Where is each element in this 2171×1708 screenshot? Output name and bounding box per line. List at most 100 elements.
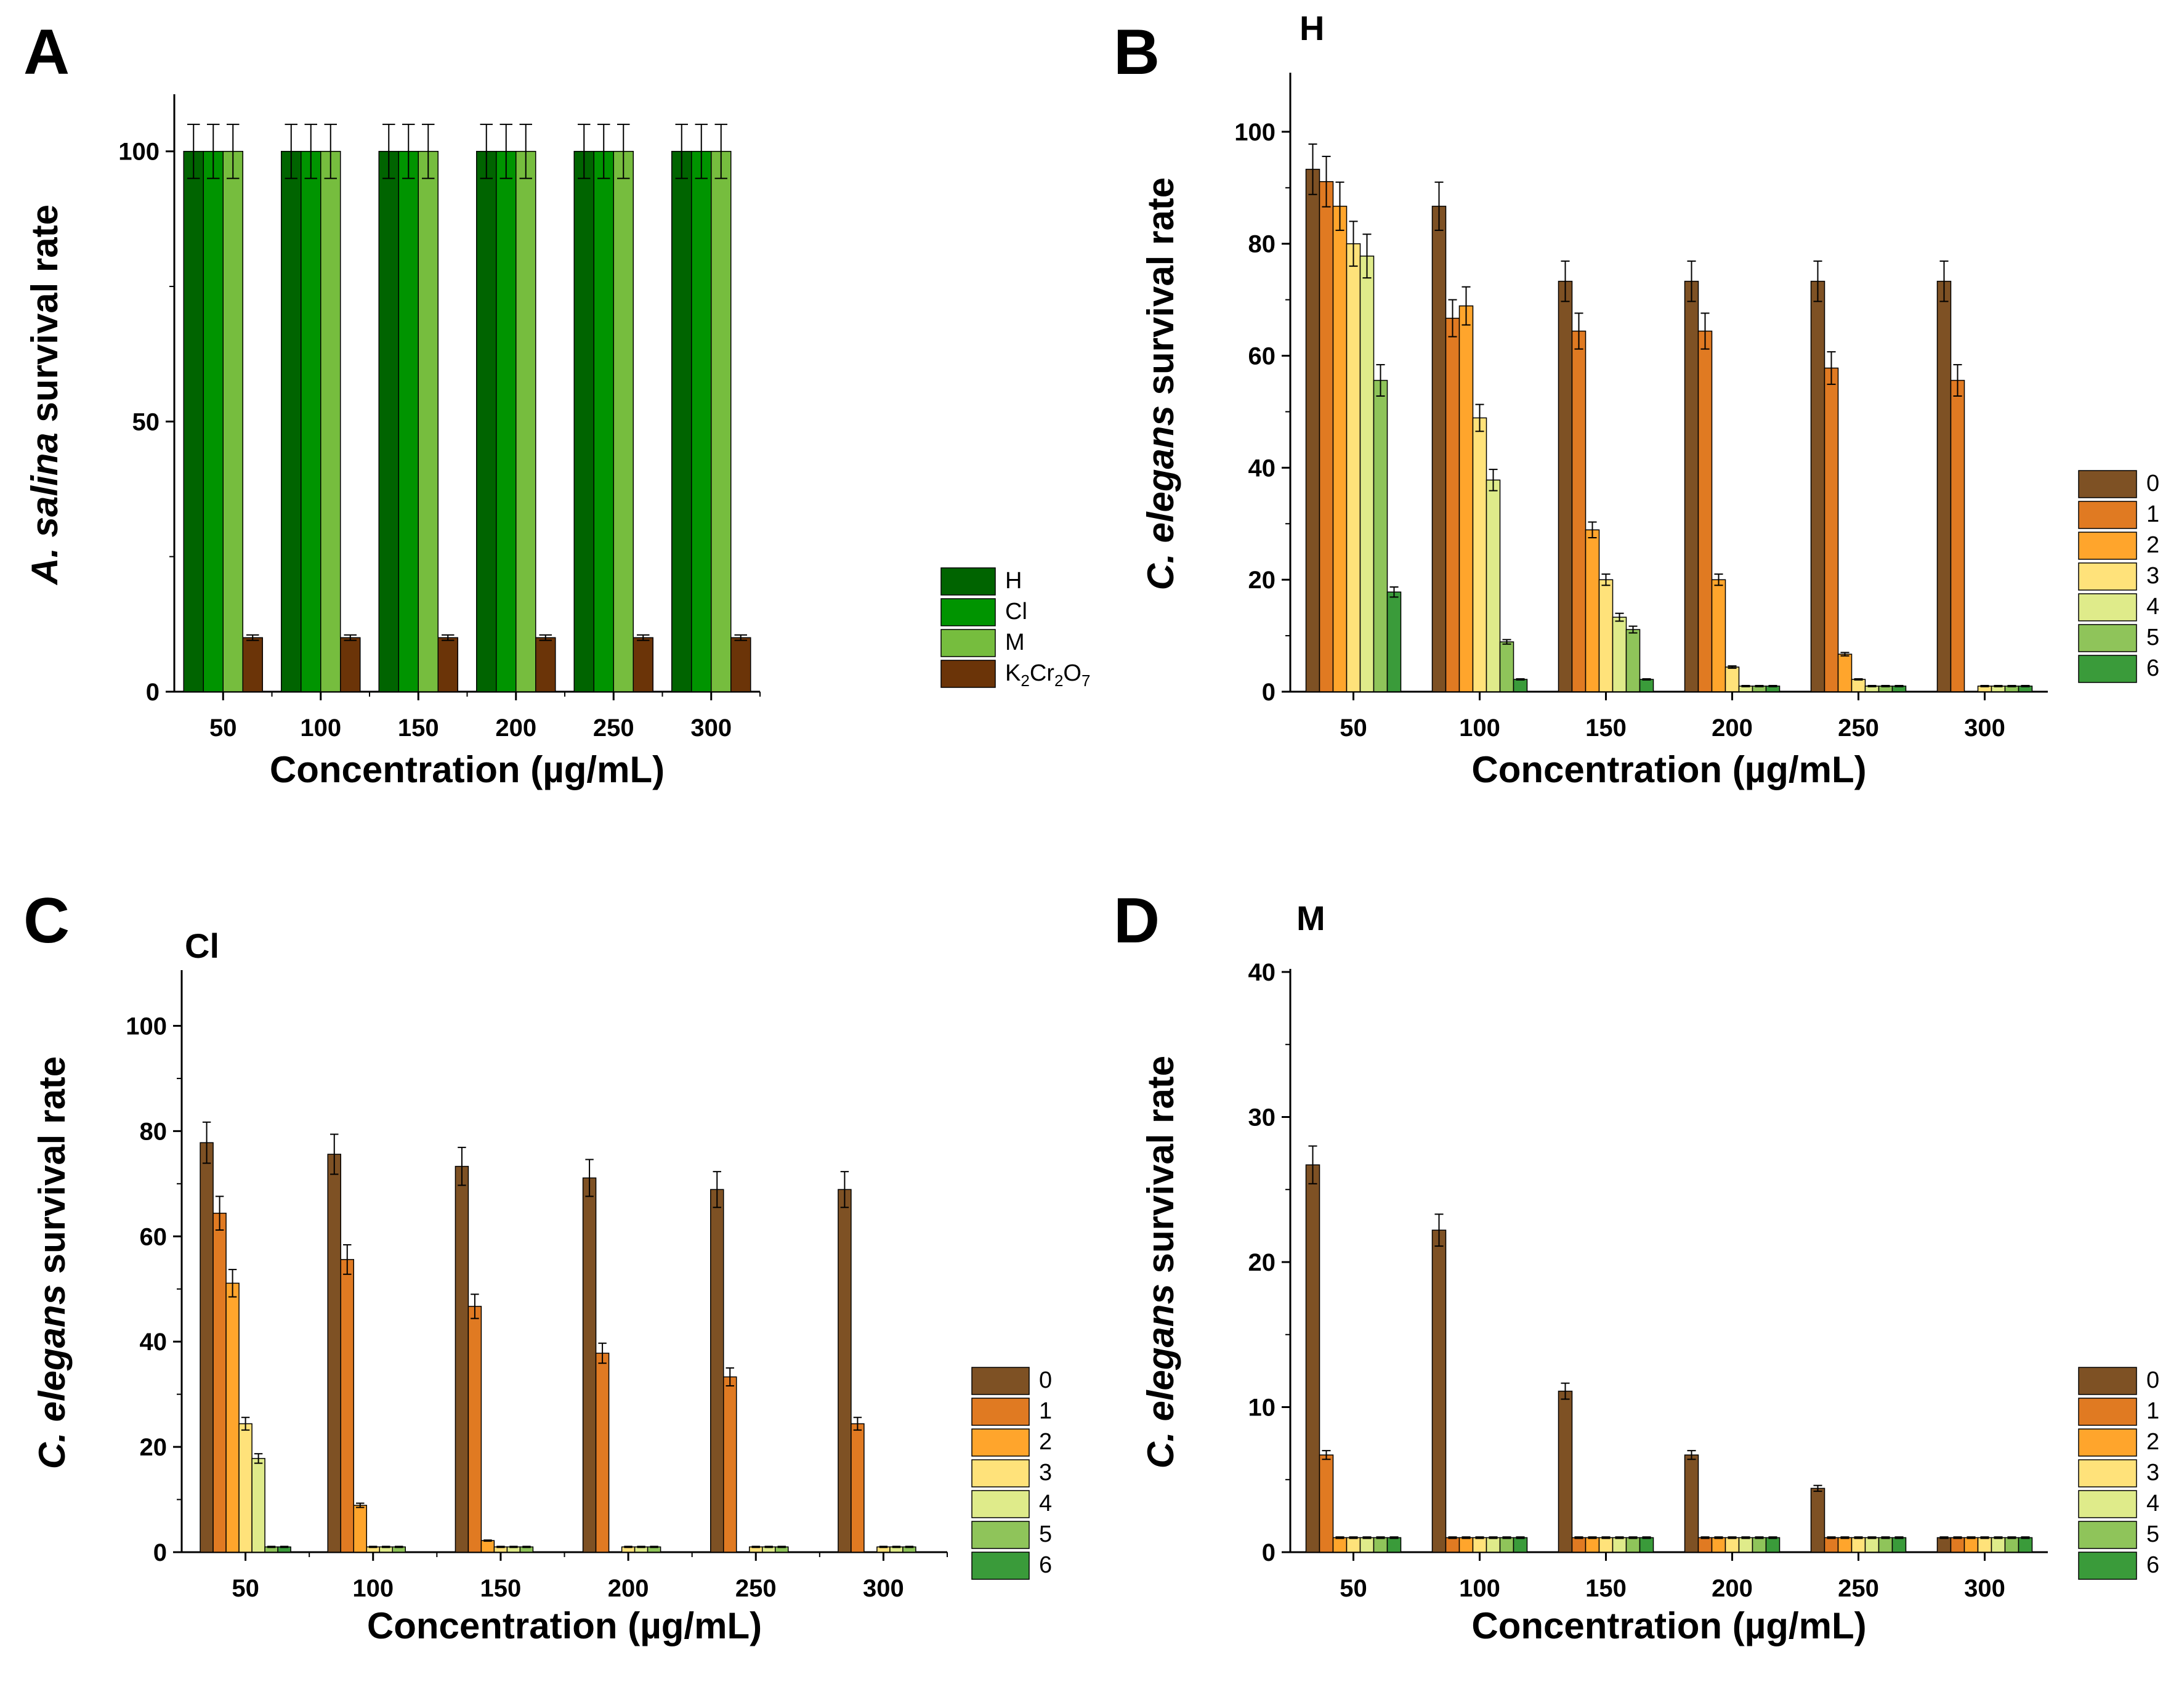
bar bbox=[1625, 629, 1641, 692]
bar bbox=[582, 1177, 597, 1553]
panel-title: Cl bbox=[185, 926, 219, 965]
legend-label: M bbox=[1005, 629, 1025, 655]
bar bbox=[1458, 305, 1474, 692]
panel-letter: C bbox=[23, 885, 70, 957]
legend-label: 0 bbox=[2146, 1367, 2159, 1393]
panel-d: D M 0 10 20 30 40 50 100 150 200 250 300 0 1 2 3 4 5 6 Conce… bbox=[1114, 885, 2159, 1646]
bar bbox=[515, 150, 536, 692]
panel-a: A 0 50 100 50 100 150 200 250 300 H Cl M K2Cr2O7 Conce… bbox=[23, 17, 1090, 790]
legend-label: 0 bbox=[2146, 471, 2159, 496]
bar bbox=[851, 1423, 865, 1553]
legend-label: Cl bbox=[1005, 599, 1027, 625]
panel-letter: B bbox=[1114, 17, 1160, 88]
bar bbox=[1319, 181, 1334, 692]
legend-swatch bbox=[971, 1398, 1030, 1426]
x-axis-title: Concentration (µg/mL) bbox=[270, 749, 665, 790]
bar bbox=[1878, 1537, 1893, 1553]
legend-label: 4 bbox=[2146, 594, 2159, 620]
legend-swatch bbox=[2078, 655, 2137, 683]
x-tick-label: 200 bbox=[608, 1575, 649, 1602]
bar bbox=[1445, 317, 1460, 692]
bar bbox=[1513, 679, 1528, 692]
legend-label: 5 bbox=[1039, 1521, 1052, 1547]
bar bbox=[1558, 1390, 1573, 1553]
panel-letter: D bbox=[1114, 885, 1160, 957]
legend-swatch bbox=[2078, 1490, 2137, 1518]
bar bbox=[225, 1282, 240, 1553]
bar bbox=[1684, 1454, 1699, 1553]
bar bbox=[723, 1376, 737, 1553]
legend-label: 1 bbox=[1039, 1398, 1052, 1424]
bar bbox=[613, 150, 634, 692]
bar bbox=[1458, 1537, 1474, 1553]
x-tick-label: 50 bbox=[209, 714, 237, 742]
panel-title: M bbox=[1296, 899, 1325, 937]
legend-swatch bbox=[2078, 1398, 2137, 1426]
bar bbox=[301, 150, 321, 692]
bar bbox=[320, 150, 341, 692]
bar bbox=[1386, 1537, 1402, 1553]
bar bbox=[1585, 1537, 1600, 1553]
legend-label: 6 bbox=[2146, 1552, 2159, 1578]
x-tick-label: 300 bbox=[1964, 714, 2005, 742]
legend-label: 1 bbox=[2146, 501, 2159, 527]
x-tick-label: 300 bbox=[690, 714, 732, 742]
legend-swatch bbox=[2078, 532, 2137, 560]
x-tick-label: 50 bbox=[232, 1575, 259, 1602]
bar bbox=[340, 1259, 354, 1553]
bar bbox=[1612, 617, 1627, 692]
bar bbox=[2004, 1537, 2019, 1553]
x-tick-label: 100 bbox=[352, 1575, 394, 1602]
y-tick-label: 20 bbox=[1248, 567, 1276, 594]
legend-swatch bbox=[2078, 1428, 2137, 1457]
bar bbox=[730, 637, 751, 692]
bar bbox=[418, 150, 439, 692]
y-axis-title: C. elegans survival rate bbox=[1140, 1056, 1181, 1468]
bar bbox=[1864, 1537, 1880, 1553]
bar bbox=[203, 150, 224, 692]
bar bbox=[1319, 1454, 1334, 1553]
legend-swatch bbox=[2078, 1552, 2137, 1580]
legend-swatch bbox=[940, 629, 996, 657]
y-tick-label: 60 bbox=[1248, 343, 1276, 370]
panel-letter: A bbox=[23, 17, 70, 88]
bar bbox=[251, 1458, 265, 1553]
x-tick-label: 200 bbox=[1712, 714, 1753, 742]
y-tick-label: 100 bbox=[118, 139, 160, 166]
bar bbox=[1824, 1537, 1839, 1553]
bar bbox=[633, 637, 653, 692]
x-tick-label: 50 bbox=[1340, 1575, 1367, 1602]
bar bbox=[1445, 1537, 1460, 1553]
x-tick-label: 200 bbox=[495, 714, 536, 742]
bar bbox=[1936, 280, 1952, 692]
x-tick-label: 100 bbox=[1459, 714, 1500, 742]
legend-label: 1 bbox=[2146, 1398, 2159, 1424]
y-tick-label: 60 bbox=[140, 1223, 168, 1250]
y-axis-title: A. salina survival rate bbox=[24, 204, 65, 586]
bar bbox=[1431, 1229, 1447, 1553]
bar bbox=[1851, 1537, 1866, 1553]
bar bbox=[1373, 1537, 1388, 1553]
bar bbox=[467, 1306, 482, 1553]
bar bbox=[838, 1189, 852, 1553]
bar bbox=[1697, 330, 1713, 692]
bar bbox=[535, 637, 556, 692]
y-tick-label: 10 bbox=[1248, 1394, 1276, 1422]
bar bbox=[1499, 641, 1514, 692]
bar bbox=[573, 150, 594, 692]
bar bbox=[1991, 1537, 2006, 1553]
bar bbox=[242, 637, 263, 692]
y-tick-label: 100 bbox=[1234, 119, 1276, 146]
legend-swatch bbox=[940, 598, 996, 626]
bar bbox=[1950, 1537, 1965, 1553]
bar bbox=[281, 150, 302, 692]
bar bbox=[1305, 1164, 1320, 1553]
bar bbox=[340, 637, 361, 692]
legend-label: 3 bbox=[2146, 563, 2159, 589]
bar bbox=[1810, 1487, 1825, 1553]
x-tick-label: 200 bbox=[1712, 1575, 1753, 1602]
bar bbox=[1386, 591, 1402, 692]
x-tick-label: 250 bbox=[1838, 714, 1879, 742]
bar bbox=[1346, 1537, 1361, 1553]
